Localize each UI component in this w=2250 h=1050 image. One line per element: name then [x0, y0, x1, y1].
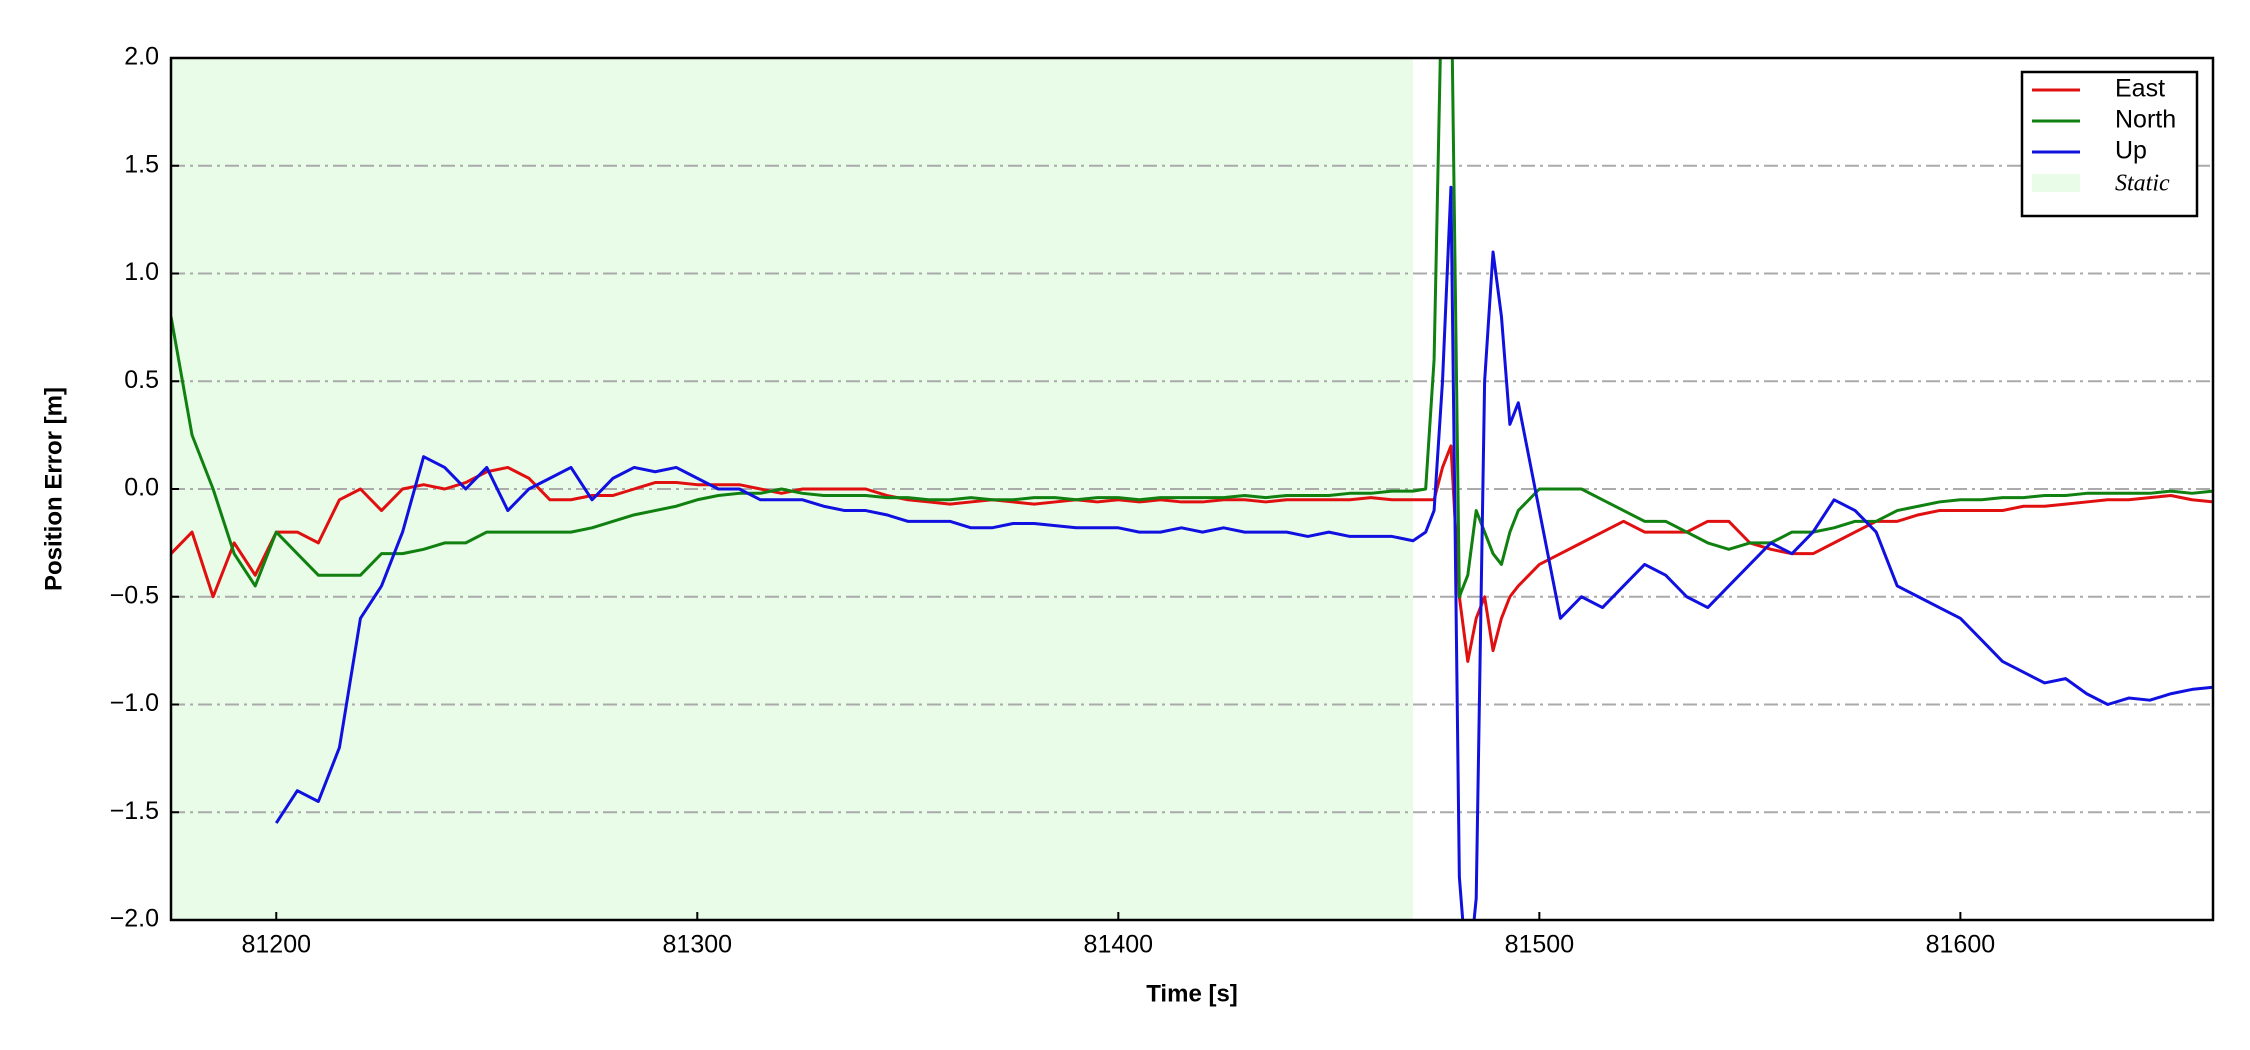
- y-tick-label: 1.5: [124, 150, 159, 178]
- legend-label: Static: [2115, 171, 2170, 197]
- x-tick-label: 81300: [663, 931, 733, 959]
- legend-label: Up: [2115, 137, 2147, 165]
- y-tick-label: −0.5: [110, 581, 159, 609]
- plot-frame: [169, 56, 2215, 922]
- y-tick-label: −1.5: [110, 797, 159, 825]
- y-tick-label: 0.5: [124, 366, 159, 394]
- x-tick-label: 81600: [1926, 931, 1996, 959]
- legend-swatch: [2032, 174, 2080, 192]
- y-tick-label: 1.0: [124, 258, 159, 286]
- y-tick-label: 2.0: [124, 43, 159, 71]
- series-line: [171, 58, 2213, 599]
- series-line: [275, 185, 2213, 920]
- x-axis-label: Time [s]: [1146, 980, 1238, 1007]
- x-tick-label: 81400: [1084, 931, 1154, 959]
- y-tick-label: −1.0: [110, 689, 159, 717]
- x-tick-label: 81500: [1505, 931, 1575, 959]
- legend-box: [2020, 70, 2199, 218]
- legend-label: East: [2115, 75, 2165, 103]
- y-tick-label: −2.0: [110, 905, 159, 933]
- legend-label: North: [2115, 106, 2176, 134]
- y-axis-label: Position Error [m]: [40, 387, 67, 591]
- x-tick-label: 81200: [241, 931, 311, 959]
- y-tick-label: 0.0: [124, 474, 159, 502]
- plot-lines: [171, 58, 2213, 920]
